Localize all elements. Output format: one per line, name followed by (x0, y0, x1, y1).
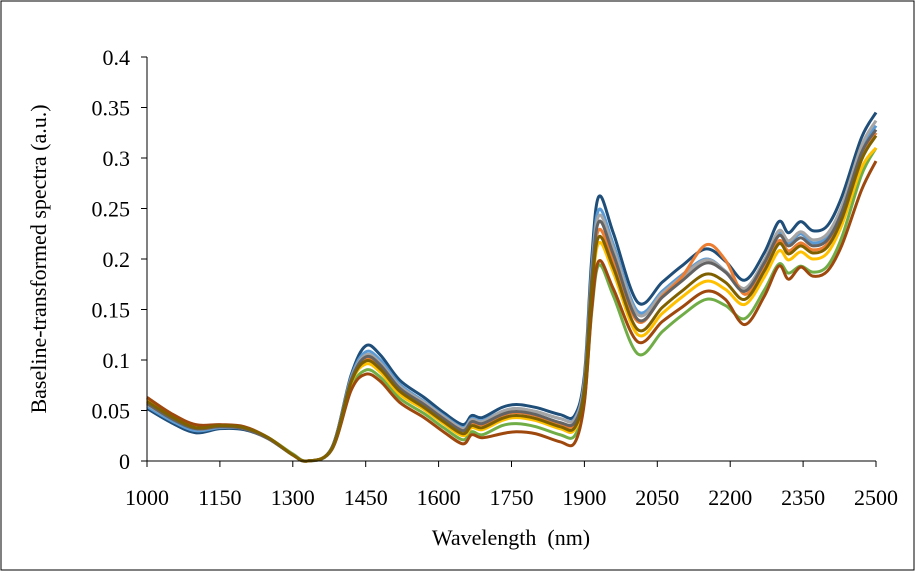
y-tick-label: 0.25 (92, 197, 131, 222)
y-tick-label: 0.3 (103, 146, 131, 171)
ticks-layer: 1000 1150 1300 1450 1600 1750 1900 2050 2200 2350… (92, 45, 899, 510)
x-tick-label: 2050 (635, 485, 679, 510)
x-tick-label: 1300 (271, 485, 315, 510)
y-tick-label: 0 (119, 449, 130, 474)
x-tick-label: 1000 (125, 485, 169, 510)
x-tick-label: 2500 (854, 485, 898, 510)
y-tick-label: 0.35 (92, 96, 131, 121)
y-tick-label: 0.05 (92, 399, 131, 424)
y-tick-label: 0.4 (103, 45, 131, 70)
x-tick-label: 1150 (198, 485, 241, 510)
y-tick-label: 0.1 (103, 348, 131, 373)
y-tick-label: 0.2 (103, 247, 131, 272)
y-axis-title: Baseline-transformed spectra (a.u.) (26, 104, 51, 413)
x-tick-label: 2350 (781, 485, 825, 510)
y-tick-label: 0.15 (92, 298, 131, 323)
x-axis-title: Wavelength (nm) (432, 525, 590, 550)
x-tick-label: 2200 (708, 485, 752, 510)
x-tick-label: 1900 (562, 485, 606, 510)
x-tick-label: 1450 (344, 485, 388, 510)
x-tick-label: 1750 (490, 485, 534, 510)
x-tick-label: 1600 (417, 485, 461, 510)
